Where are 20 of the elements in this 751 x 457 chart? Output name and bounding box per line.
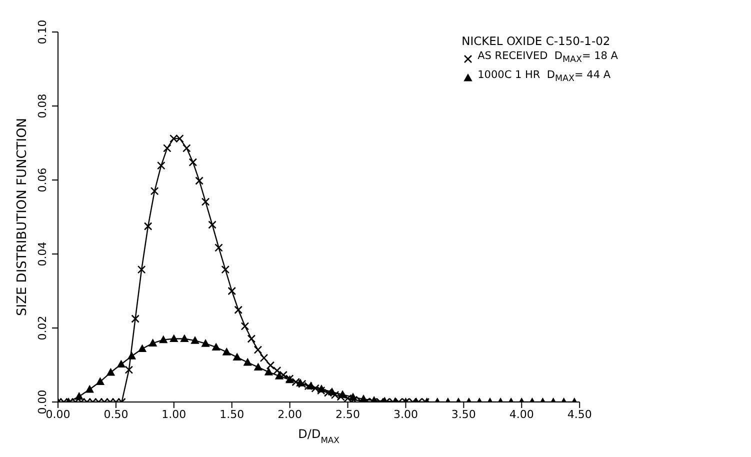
x-tick-label: 1.00 [162,408,186,421]
y-axis-title: SIZE DISTRIBUTION FUNCTION [15,118,30,316]
x-tick-label: 3.50 [451,408,476,421]
x-tick-label: 4.00 [509,408,534,421]
x-tick-label: 4.50 [567,408,592,421]
x-tick-label: 0.50 [104,408,128,421]
y-tick-label: 0.08 [36,94,49,118]
x-tick-label: 0.00 [46,408,70,421]
chart-title: NICKEL OXIDE C-150-1-02 [462,34,612,49]
y-tick-label: 0.04 [36,242,49,266]
x-tick-label: 1.50 [220,408,244,421]
x-tick-label: 3.00 [393,408,418,421]
y-tick-label: 0.10 [36,20,49,44]
y-tick-label: 0.02 [36,316,49,340]
x-tick-label: 2.50 [336,408,360,421]
y-tick-label: 0.06 [36,168,49,192]
x-tick-label: 2.00 [278,408,302,421]
legend-label: 1000C 1 HR D$_{MAX}$= 44 A [478,68,611,86]
x-axis-title: D/D$_{MAX}$ [298,427,340,445]
legend-label: AS RECEIVED D$_{MAX}$= 18 A [478,49,618,68]
